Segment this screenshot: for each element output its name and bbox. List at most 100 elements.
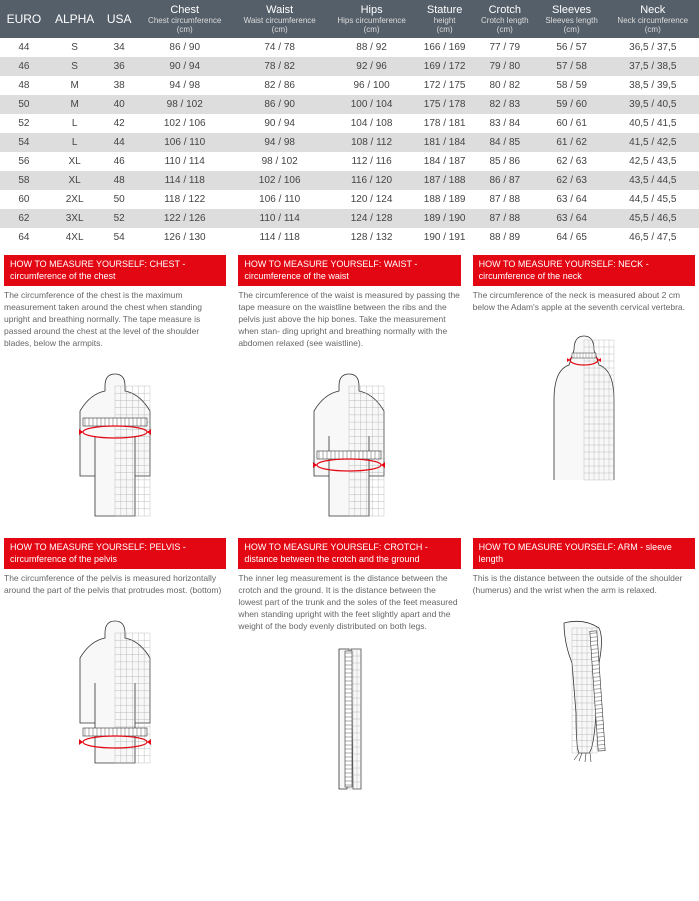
table-cell: 42,5 / 43,5 (607, 152, 699, 171)
guide-diagram (473, 603, 695, 773)
table-cell: 102 / 106 (137, 114, 233, 133)
table-cell: 102 / 106 (233, 171, 327, 190)
table-cell: 118 / 122 (137, 190, 233, 209)
table-cell: 82 / 86 (233, 76, 327, 95)
column-header: ChestChest circumference(cm) (137, 0, 233, 38)
table-cell: S (48, 57, 102, 76)
table-cell: 181 / 184 (416, 133, 473, 152)
table-cell: 90 / 94 (233, 114, 327, 133)
column-header: ALPHA (48, 0, 102, 38)
table-row: 644XL54126 / 130114 / 118128 / 132190 / … (0, 228, 699, 247)
table-cell: 56 / 57 (537, 38, 607, 57)
table-cell: 34 (101, 38, 136, 57)
column-header: WaistWaist circumference(cm) (233, 0, 327, 38)
table-cell: 46 (101, 152, 136, 171)
table-cell: 108 / 112 (327, 133, 417, 152)
table-cell: 57 / 58 (537, 57, 607, 76)
guide-title: HOW TO MEASURE YOURSELF: CHEST - circumf… (4, 255, 226, 286)
table-cell: 90 / 94 (137, 57, 233, 76)
guide-title: HOW TO MEASURE YOURSELF: CROTCH - distan… (238, 538, 460, 569)
guide-title: HOW TO MEASURE YOURSELF: WAIST - circumf… (238, 255, 460, 286)
table-cell: 100 / 104 (327, 95, 417, 114)
measurement-guide: HOW TO MEASURE YOURSELF: NECK - circumfe… (473, 255, 695, 526)
guide-title: HOW TO MEASURE YOURSELF: ARM - sleeve le… (473, 538, 695, 569)
table-cell: 106 / 110 (233, 190, 327, 209)
table-cell: 38,5 / 39,5 (607, 76, 699, 95)
table-cell: 188 / 189 (416, 190, 473, 209)
column-header: HipsHips circumference(cm) (327, 0, 417, 38)
size-table: EUROALPHAUSAChestChest circumference(cm)… (0, 0, 699, 247)
table-cell: 52 (101, 209, 136, 228)
column-header: Statureheight(cm) (416, 0, 473, 38)
table-cell: 50 (101, 190, 136, 209)
table-cell: 40,5 / 41,5 (607, 114, 699, 133)
guide-diagram (238, 356, 460, 526)
table-cell: 41,5 / 42,5 (607, 133, 699, 152)
table-cell: 80 / 82 (473, 76, 537, 95)
table-cell: 79 / 80 (473, 57, 537, 76)
table-cell: 92 / 96 (327, 57, 417, 76)
table-cell: XL (48, 152, 102, 171)
table-cell: 3XL (48, 209, 102, 228)
table-cell: 4XL (48, 228, 102, 247)
guide-diagram (4, 603, 226, 773)
table-cell: 36,5 / 37,5 (607, 38, 699, 57)
guide-description: The circumference of the waist is measur… (238, 290, 460, 349)
table-cell: 87 / 88 (473, 190, 537, 209)
guide-title: HOW TO MEASURE YOURSELF: PELVIS - circum… (4, 538, 226, 569)
measurement-guide: HOW TO MEASURE YOURSELF: PELVIS - circum… (4, 538, 226, 809)
table-cell: 122 / 126 (137, 209, 233, 228)
column-header: EURO (0, 0, 48, 38)
table-cell: L (48, 114, 102, 133)
guide-diagram (238, 639, 460, 809)
table-cell: 120 / 124 (327, 190, 417, 209)
table-cell: 44 (101, 133, 136, 152)
table-cell: 128 / 132 (327, 228, 417, 247)
table-row: 54L44106 / 11094 / 98108 / 112181 / 1848… (0, 133, 699, 152)
table-cell: 54 (0, 133, 48, 152)
table-cell: 94 / 98 (137, 76, 233, 95)
table-cell: 86 / 90 (137, 38, 233, 57)
table-cell: M (48, 76, 102, 95)
table-cell: 52 (0, 114, 48, 133)
table-cell: 58 (0, 171, 48, 190)
table-row: 52L42102 / 10690 / 94104 / 108178 / 1818… (0, 114, 699, 133)
table-cell: 36 (101, 57, 136, 76)
table-cell: 110 / 114 (233, 209, 327, 228)
table-cell: 88 / 89 (473, 228, 537, 247)
table-cell: 96 / 100 (327, 76, 417, 95)
table-cell: 45,5 / 46,5 (607, 209, 699, 228)
table-cell: 175 / 178 (416, 95, 473, 114)
measurement-guide: HOW TO MEASURE YOURSELF: CHEST - circumf… (4, 255, 226, 526)
measurement-guides: HOW TO MEASURE YOURSELF: CHEST - circumf… (0, 247, 699, 817)
table-cell: 38 (101, 76, 136, 95)
guide-diagram (4, 356, 226, 526)
table-cell: 190 / 191 (416, 228, 473, 247)
table-cell: 39,5 / 40,5 (607, 95, 699, 114)
table-cell: 87 / 88 (473, 209, 537, 228)
table-cell: 54 (101, 228, 136, 247)
table-cell: 187 / 188 (416, 171, 473, 190)
table-cell: 116 / 120 (327, 171, 417, 190)
table-cell: 126 / 130 (137, 228, 233, 247)
table-cell: 46,5 / 47,5 (607, 228, 699, 247)
table-cell: 86 / 90 (233, 95, 327, 114)
table-cell: 63 / 64 (537, 209, 607, 228)
table-cell: 85 / 86 (473, 152, 537, 171)
table-cell: M (48, 95, 102, 114)
guide-description: The circumference of the pelvis is measu… (4, 573, 226, 597)
table-cell: 43,5 / 44,5 (607, 171, 699, 190)
table-row: 58XL48114 / 118102 / 106116 / 120187 / 1… (0, 171, 699, 190)
table-cell: 112 / 116 (327, 152, 417, 171)
table-cell: 62 (0, 209, 48, 228)
table-cell: XL (48, 171, 102, 190)
table-cell: 58 / 59 (537, 76, 607, 95)
table-cell: 124 / 128 (327, 209, 417, 228)
table-cell: 62 / 63 (537, 171, 607, 190)
table-cell: 64 (0, 228, 48, 247)
table-cell: 59 / 60 (537, 95, 607, 114)
table-cell: 184 / 187 (416, 152, 473, 171)
table-cell: 106 / 110 (137, 133, 233, 152)
table-cell: 48 (101, 171, 136, 190)
table-cell: 114 / 118 (137, 171, 233, 190)
